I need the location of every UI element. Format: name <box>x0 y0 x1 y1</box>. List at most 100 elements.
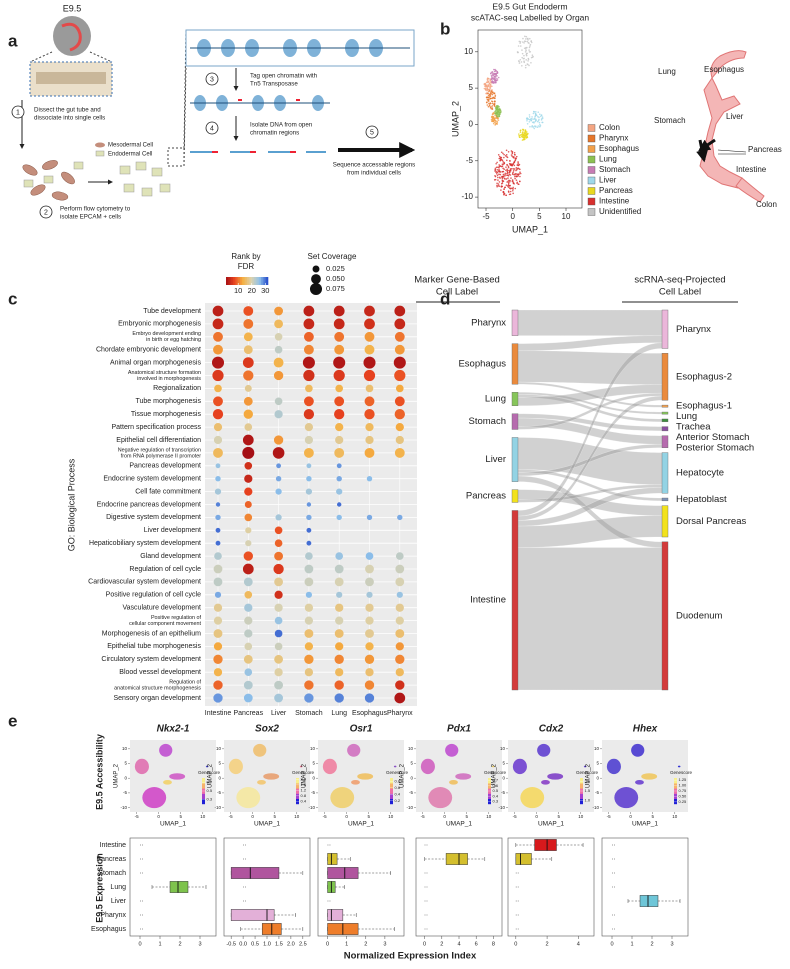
dot <box>334 564 344 574</box>
step-text: from individual cells <box>347 170 401 177</box>
cell-point <box>521 52 524 55</box>
cell-point <box>499 170 501 173</box>
cell-point <box>491 102 494 105</box>
x-tick-label: 5 <box>557 814 560 819</box>
colorbar-label: 0.2 <box>395 798 401 803</box>
cell-point <box>494 117 496 120</box>
dot <box>394 318 406 330</box>
dot <box>303 305 315 317</box>
cell-point <box>513 168 516 170</box>
cell-point <box>491 80 494 83</box>
cell-point <box>511 172 514 174</box>
dot <box>304 435 314 445</box>
cell-point <box>503 168 506 170</box>
cell-point <box>493 121 496 124</box>
x-tick-label: 0 <box>251 814 254 819</box>
legend-label: Intestine <box>599 197 630 206</box>
dot <box>365 642 374 651</box>
x-tick-label: 0.5 <box>251 941 259 947</box>
cell-point <box>520 61 523 63</box>
cell-point <box>514 187 517 190</box>
x-tick-label: 4 <box>577 941 580 947</box>
cell-point <box>494 100 496 103</box>
cell-point <box>509 179 511 182</box>
organ-label: Lung <box>658 67 676 76</box>
x-tick-label: 5 <box>465 814 468 819</box>
go-term: Embryo development ending <box>132 331 201 337</box>
cell-point <box>527 60 529 62</box>
cell-point <box>501 163 504 165</box>
dot <box>242 563 254 575</box>
y-tick-label: 5 <box>410 761 413 766</box>
x-tick-label: 0 <box>443 814 446 819</box>
step-text: Tn5 Transposase <box>250 81 298 88</box>
cell-point <box>505 153 508 156</box>
colorbar-step <box>254 277 257 285</box>
cell-point <box>525 134 527 136</box>
go-term: Hepaticobiliary system development <box>89 540 201 547</box>
cell-point <box>492 122 495 125</box>
go-term: Pattern specification process <box>112 424 202 431</box>
node <box>661 418 669 423</box>
colorbar-label: 1.00 <box>679 783 688 788</box>
dot <box>215 502 221 507</box>
node <box>511 489 519 503</box>
dot <box>394 409 405 420</box>
cell-point <box>528 64 530 67</box>
cell-point <box>526 46 528 49</box>
cell-point <box>494 109 497 112</box>
cell-point <box>499 108 501 111</box>
cell-point <box>494 168 496 171</box>
cell-point <box>490 72 492 75</box>
dot <box>244 668 253 677</box>
x-axis-title: Normalized Expression Index <box>344 951 477 962</box>
dot <box>214 591 222 598</box>
cell-point <box>490 118 493 121</box>
sankey-header: Marker Gene-Based <box>414 275 500 286</box>
dot <box>213 577 223 587</box>
cell-point <box>499 158 502 161</box>
cell-point <box>494 170 496 172</box>
y-tick-label: 0 <box>410 775 413 780</box>
node-label: Hepatocyte <box>676 467 724 478</box>
cell-point <box>526 38 529 40</box>
colorbar-label: 0.5 <box>207 788 213 793</box>
y-tick-label: 10 <box>122 746 128 751</box>
y-tick-label: 5 <box>596 761 599 766</box>
cell-point <box>493 75 496 78</box>
cell-point <box>530 119 533 122</box>
dot <box>243 680 253 690</box>
cell-point <box>524 64 527 67</box>
y-tick-label: -5 <box>466 156 474 165</box>
cell-point <box>505 166 507 168</box>
dot <box>212 305 224 317</box>
colorbar-step <box>202 783 205 789</box>
dot <box>364 654 375 664</box>
cell-point <box>484 85 487 87</box>
x-tick-label: 0 <box>326 941 329 947</box>
dot <box>302 356 315 369</box>
score-region <box>541 779 550 785</box>
x-tick-label: 1 <box>345 941 348 947</box>
go-term: Sensory organ development <box>113 695 201 702</box>
x-tick-label: 0 <box>510 212 515 221</box>
dot <box>304 422 314 432</box>
group-label: Pancreas <box>234 710 264 717</box>
dot <box>274 654 283 664</box>
step-text: dissociate into single cells <box>34 115 105 122</box>
node-label: Anterior Stomach <box>676 432 749 443</box>
cell-point <box>488 96 491 98</box>
cell-point <box>502 152 504 155</box>
score-region <box>205 765 209 768</box>
cell-point <box>503 177 506 180</box>
score-region <box>163 779 172 785</box>
colorbar-step <box>266 277 269 285</box>
node-label: Hepatoblast <box>676 494 727 505</box>
cell-point <box>489 102 492 105</box>
cell-point <box>541 116 544 118</box>
chart-title: E9.5 Gut Endoderm <box>492 1 567 11</box>
cell-point <box>521 134 524 137</box>
dot <box>211 356 225 369</box>
step-text: Sequence accessable regions <box>333 162 416 169</box>
x-tick-label: -0.5 <box>226 941 236 947</box>
